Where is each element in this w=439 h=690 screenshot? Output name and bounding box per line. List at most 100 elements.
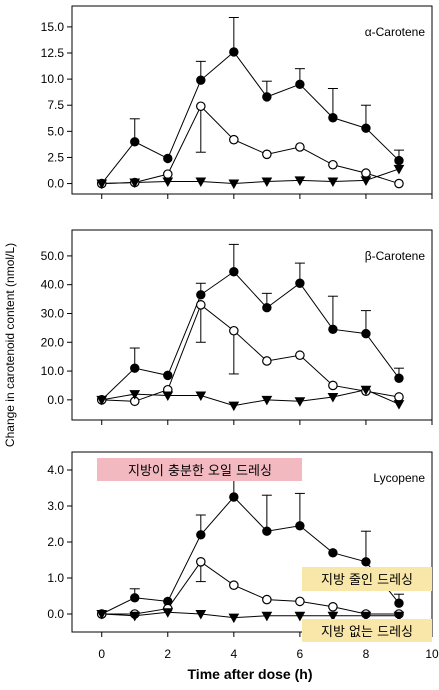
point-filled-triangle [228, 179, 240, 190]
point-filled-triangle [162, 608, 174, 618]
point-open-circle [162, 169, 173, 179]
point-filled-triangle [228, 401, 240, 412]
y-tick-label: 0.0 [47, 177, 64, 191]
point-filled-circle [196, 75, 206, 85]
y-tick-label: 0.0 [47, 607, 64, 621]
annotation-no-fat: 지방 없는 드레싱 [302, 619, 432, 642]
point-open-circle [328, 601, 338, 612]
point-open-circle [229, 580, 239, 590]
annotation-reduced-fat-text: 지방 줄인 드레싱 [321, 573, 413, 588]
y-axis-label: Change in carotenoid content (nmol/L) [3, 243, 17, 447]
point-filled-circle [229, 267, 239, 277]
point-filled-circle [295, 278, 305, 288]
point-filled-triangle [327, 177, 339, 187]
annotation-reduced-fat-bg [302, 567, 432, 591]
point-filled-triangle [129, 390, 141, 400]
series-line-2 [101, 168, 400, 185]
point-filled-circle [328, 113, 338, 123]
series-line-1 [101, 304, 400, 402]
y-tick-label: 3.0 [47, 499, 64, 513]
annotation-full-fat: 지방이 충분한 오일 드레싱 [97, 458, 302, 481]
point-filled-triangle [129, 611, 141, 622]
y-tick-label: 0.0 [47, 393, 64, 407]
y-tick-label: 12.5 [41, 46, 65, 60]
y-tick-label: 20.0 [41, 335, 65, 349]
y-tick-label: 40.0 [41, 278, 65, 292]
y-tick-label: 5.0 [47, 124, 64, 138]
x-tick-label: 6 [297, 647, 304, 661]
point-filled-circle [295, 521, 305, 531]
x-tick-label: 8 [363, 647, 370, 661]
point-filled-triangle [96, 179, 108, 190]
point-filled-triangle [393, 400, 405, 410]
point-filled-circle [328, 548, 338, 558]
point-open-circle [196, 101, 206, 112]
annotation-full-fat-text: 지방이 충분한 오일 드레싱 [128, 464, 272, 479]
annotation-no-fat-text: 지방 없는 드레싱 [321, 625, 413, 640]
point-filled-circle [328, 324, 338, 335]
y-tick-label: 2.5 [47, 150, 64, 164]
point-filled-triangle [129, 178, 141, 189]
point-filled-triangle [327, 611, 339, 622]
point-filled-triangle [360, 176, 372, 186]
point-open-circle [262, 149, 272, 160]
point-filled-triangle [195, 391, 207, 402]
point-filled-triangle [162, 177, 174, 187]
point-open-circle [229, 134, 239, 145]
y-axis-label-group: Change in carotenoid content (nmol/L) [3, 243, 17, 447]
x-axis-label: Time after dose (h) [188, 666, 313, 682]
x-tick-label: 2 [164, 647, 171, 661]
point-filled-circle [196, 530, 206, 540]
point-filled-triangle [195, 610, 207, 620]
series-line-0 [101, 51, 400, 184]
point-filled-triangle [393, 611, 405, 622]
panel-title: β-Carotene [365, 249, 426, 263]
panel-beta-carotene: β-Carotene 0.0 10.0 20.0 30.0 40.0 50.0 [41, 229, 433, 425]
point-filled-triangle [195, 177, 207, 187]
series-line-0 [101, 496, 400, 615]
series-line-2 [101, 389, 400, 407]
series-line-2 [101, 611, 399, 619]
point-open-circle [262, 594, 272, 605]
point-filled-circle [196, 290, 206, 300]
y-tick-label: 15.0 [41, 20, 65, 34]
y-tick-label: 4.0 [47, 463, 64, 477]
point-open-circle [328, 159, 338, 170]
point-filled-circle [130, 137, 140, 147]
point-filled-triangle [294, 611, 306, 622]
point-filled-circle [229, 47, 239, 57]
point-filled-circle [262, 303, 272, 313]
point-filled-triangle [261, 395, 273, 406]
point-filled-triangle [393, 164, 405, 175]
point-filled-triangle [228, 613, 240, 624]
point-filled-triangle [96, 395, 108, 406]
annotation-no-fat-bg [302, 619, 432, 642]
series-line-0 [101, 271, 400, 401]
point-filled-circle [394, 155, 404, 166]
point-filled-circle [163, 153, 173, 164]
plot-frame [71, 5, 433, 195]
annotation-reduced-fat: 지방 줄인 드레싱 [302, 567, 432, 591]
panel-lycopene: Lycopene 0.0 1.0 2.0 3.0 4.0 0 2 4 6 8 10 [47, 451, 439, 661]
point-open-circle [196, 300, 206, 310]
point-filled-triangle [96, 610, 108, 620]
x-tick-label: 0 [98, 647, 105, 661]
y-tick-label: 10.0 [41, 72, 65, 86]
y-tick-label: 50.0 [41, 249, 65, 263]
point-open-circle [394, 178, 404, 189]
point-open-circle [295, 350, 305, 361]
y-tick-label: 1.0 [47, 571, 64, 585]
point-filled-triangle [294, 397, 306, 407]
y-tick-label: 10.0 [41, 364, 65, 378]
point-open-circle [229, 325, 239, 336]
point-filled-circle [130, 363, 140, 373]
point-filled-triangle [360, 611, 372, 622]
panel-alpha-carotene: α-Carotene 0.0 2.5 5.0 7.5 10.0 12.5 15.0 [41, 5, 433, 199]
point-open-circle [295, 142, 305, 152]
point-open-circle [394, 392, 404, 402]
point-filled-circle [130, 593, 140, 603]
point-filled-circle [361, 557, 371, 567]
point-filled-circle [394, 373, 404, 383]
point-filled-triangle [162, 391, 174, 402]
